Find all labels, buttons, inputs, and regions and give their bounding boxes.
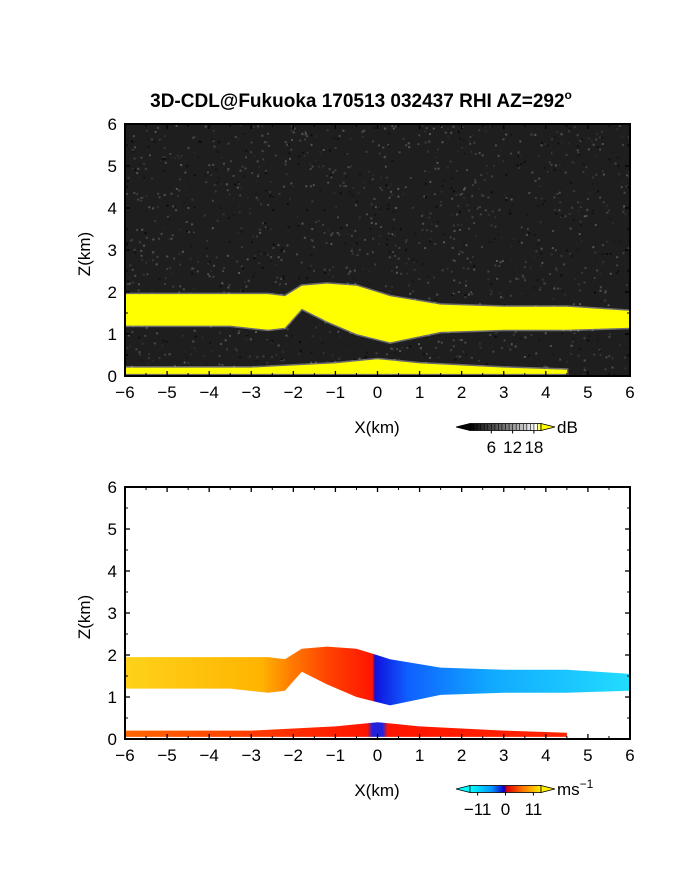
x-tick-label: 0 — [373, 383, 382, 402]
x-tick-label: 4 — [541, 746, 550, 765]
colorbar-tick-label: 18 — [524, 438, 543, 457]
x-tick-label: 2 — [457, 383, 466, 402]
x-tick-label: 5 — [583, 746, 592, 765]
colorbar-unit-text: ms — [557, 780, 580, 799]
colorbar-low-arrow — [455, 784, 471, 794]
colorbar-unit: dB — [557, 418, 578, 437]
y-tick-label: 3 — [108, 604, 117, 623]
x-tick-label: 1 — [415, 746, 424, 765]
y-tick-label: 6 — [108, 478, 117, 497]
velocity-colorbar: −11 0 11 ms−1 — [455, 777, 594, 819]
y-tick-label: 0 — [108, 367, 117, 386]
chart-title-superscript: o — [565, 88, 572, 102]
plot-area — [125, 487, 630, 739]
colorbar-unit: ms−1 — [557, 777, 594, 799]
x-tick-label: −1 — [326, 383, 345, 402]
colorbar-tick-label: 6 — [487, 438, 496, 457]
chart-title-text: 3D-CDL@Fukuoka 170513 032437 RHI AZ=292 — [150, 91, 564, 112]
x-tick-label: −5 — [157, 383, 176, 402]
y-tick-label: 4 — [108, 199, 117, 218]
x-tick-label: −5 — [157, 746, 176, 765]
reflectivity-panel: −6 −5 −4 −3 −2 −1 0 1 2 3 4 5 6 0 1 2 3 4 5 6 X(km) Z(km) — [75, 115, 635, 437]
x-tick-label: −2 — [284, 746, 303, 765]
y-axis-label: Z(km) — [75, 232, 94, 276]
y-tick-label: 5 — [108, 520, 117, 539]
x-tick-label: −3 — [242, 746, 261, 765]
plot-area — [125, 124, 630, 376]
y-tick-label: 3 — [108, 241, 117, 260]
x-tick-label: −1 — [326, 746, 345, 765]
y-tick-label: 5 — [108, 157, 117, 176]
y-tick-label: 6 — [108, 115, 117, 134]
x-axis-label: X(km) — [354, 781, 399, 800]
colorbar-tick-label: −11 — [464, 800, 492, 819]
x-tick-label: −6 — [115, 746, 134, 765]
x-tick-label: 3 — [499, 383, 508, 402]
y-tick-label: 4 — [108, 562, 117, 581]
colorbar-bar — [469, 785, 542, 793]
axes: −6 −5 −4 −3 −2 −1 0 1 2 3 4 5 6 0 1 2 3 4 5 6 X(km) Z(km) — [75, 478, 635, 800]
x-axis-label: X(km) — [354, 418, 399, 437]
y-tick-label: 1 — [108, 325, 117, 344]
y-tick-label: 0 — [108, 730, 117, 749]
velocity-panel: −6 −5 −4 −3 −2 −1 0 1 2 3 4 5 6 0 1 2 3 4 5 6 X(km) Z(km) — [75, 478, 635, 800]
x-tick-label: −4 — [199, 383, 218, 402]
x-tick-label: 3 — [499, 746, 508, 765]
colorbar-high-arrow — [540, 784, 556, 794]
echo-layer-1 — [125, 722, 567, 737]
colorbar-high-arrow — [540, 422, 556, 432]
echo-layer-0 — [125, 646, 630, 706]
colorbar-tick-label: 0 — [501, 800, 510, 819]
x-tick-label: 6 — [625, 383, 634, 402]
reflectivity-colorbar: 6 12 18 dB — [455, 418, 578, 457]
y-axis-label: Z(km) — [75, 595, 94, 639]
x-tick-label: −4 — [199, 746, 218, 765]
colorbar-tick-label: 12 — [503, 438, 522, 457]
x-tick-label: 5 — [583, 383, 592, 402]
axes: −6 −5 −4 −3 −2 −1 0 1 2 3 4 5 6 0 1 2 3 4 5 6 X(km) Z(km) — [75, 115, 635, 437]
y-tick-label: 2 — [108, 646, 117, 665]
colorbar-unit-superscript: −1 — [580, 777, 594, 791]
x-tick-label: 2 — [457, 746, 466, 765]
colorbar-tick-label: 11 — [525, 800, 543, 819]
y-tick-label: 2 — [108, 283, 117, 302]
x-tick-label: 4 — [541, 383, 550, 402]
echo-layer-0 — [125, 283, 630, 343]
echo-layer-1 — [125, 359, 567, 374]
chart-title: 3D-CDL@Fukuoka 170513 032437 RHI AZ=292o — [150, 88, 572, 112]
x-tick-label: −3 — [242, 383, 261, 402]
colorbar-low-arrow — [455, 422, 471, 432]
x-tick-label: 6 — [625, 746, 634, 765]
x-tick-label: −6 — [115, 383, 134, 402]
x-tick-label: −2 — [284, 383, 303, 402]
x-tick-label: 0 — [373, 746, 382, 765]
colorbar-unit-text: dB — [557, 418, 578, 437]
x-tick-label: 1 — [415, 383, 424, 402]
y-tick-label: 1 — [108, 688, 117, 707]
